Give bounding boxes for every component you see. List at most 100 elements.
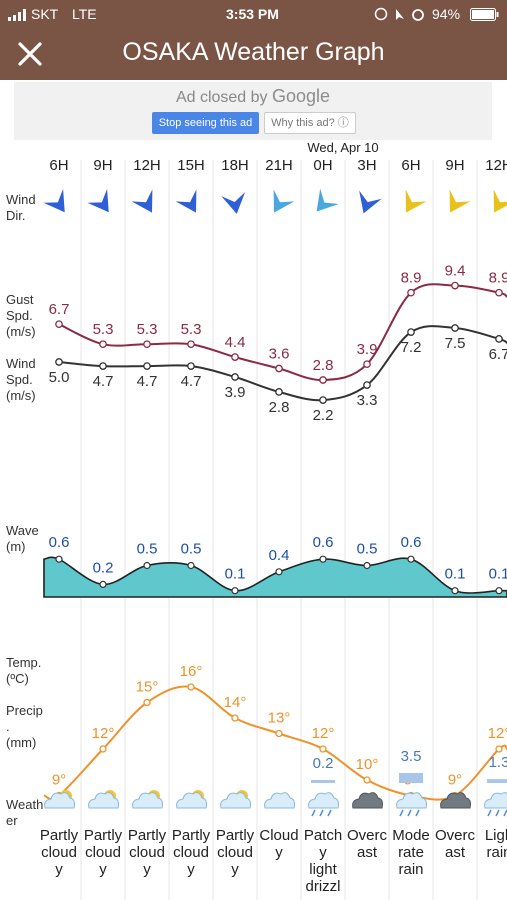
- wind-point: [363, 381, 371, 389]
- weather-text: ast: [445, 844, 466, 861]
- wind-point: [275, 388, 283, 396]
- wave-value: 0.2: [93, 559, 114, 576]
- weather-text: cloud: [41, 844, 77, 861]
- weather-text: light: [309, 861, 337, 878]
- weather-text: y: [143, 861, 151, 878]
- wind-speed-label: (m/s): [6, 388, 36, 403]
- status-icons: [374, 7, 424, 21]
- wind-arrow-blue-icon: [87, 188, 109, 213]
- weather-text: Cloud: [259, 827, 298, 844]
- wave-value: 0.5: [137, 541, 158, 558]
- app-bar: OSAKA Weather Graph: [0, 28, 507, 80]
- precip-bar: [487, 779, 507, 783]
- wind-arrow-blue-icon: [221, 192, 246, 214]
- hour-label: 12H: [485, 157, 507, 174]
- gust-point: [231, 353, 239, 361]
- ad-banner: Ad closed by Google Stop seeing this ad …: [14, 82, 492, 140]
- temp-point: [99, 745, 107, 753]
- weather-text: Partly: [216, 827, 255, 844]
- weather-text: Overc: [347, 827, 388, 844]
- gust-value: 5.3: [181, 321, 202, 338]
- wind-point: [407, 328, 415, 336]
- weather-text: Partly: [40, 827, 79, 844]
- network-type: LTE: [72, 6, 97, 22]
- hour-label: 3H: [357, 157, 376, 174]
- wave-value: 0.4: [269, 547, 290, 564]
- gust-point: [99, 340, 107, 349]
- wind-point: [231, 373, 239, 381]
- weather-graph: WindDir.GustSpd.(m/s)WindSpd.(m/s)Wave(m…: [6, 140, 507, 900]
- hour-label: 18H: [221, 157, 249, 174]
- wave-value: 0.5: [181, 541, 202, 558]
- wave-value: 0.6: [49, 534, 70, 551]
- temp-label: Temp.: [6, 655, 41, 670]
- rotation-lock-icon: [374, 7, 388, 21]
- weather-text: Ligh: [485, 827, 507, 844]
- weather-text: ast: [357, 844, 378, 861]
- temp-point: [143, 698, 151, 707]
- weather-text: Partly: [84, 827, 123, 844]
- wind-arrow-yellow-icon: [493, 189, 507, 213]
- weather-text: rain: [398, 861, 423, 878]
- precip-value: 1.3: [489, 754, 507, 771]
- weather-text: y: [55, 861, 63, 878]
- gust-point: [187, 340, 195, 349]
- gust-value: 5.3: [93, 321, 114, 338]
- gust-point: [143, 340, 151, 349]
- status-bar: SKT LTE 3:53 PM 94%: [0, 0, 507, 28]
- wave-value: 0.1: [489, 566, 507, 583]
- temp-value: 15°: [136, 679, 159, 696]
- wind-dir-label: Dir.: [6, 208, 26, 223]
- weather-text: cloud: [129, 844, 165, 861]
- precip-bar: [311, 780, 335, 783]
- wave-point: [231, 587, 239, 595]
- gust-point: [495, 288, 503, 297]
- hour-label: 9H: [445, 157, 464, 174]
- weather-text: Mode: [392, 827, 430, 844]
- patchy-drizzle-icon: [308, 792, 339, 817]
- wind-value: 6.7: [489, 346, 507, 363]
- wave-point: [143, 561, 151, 570]
- weather-text: y: [99, 861, 107, 878]
- cloudy-icon: [264, 792, 295, 809]
- close-icon[interactable]: [12, 36, 48, 72]
- temp-point: [495, 745, 503, 753]
- battery-icon: [470, 8, 499, 21]
- weather-text: rain: [486, 844, 507, 861]
- wind-value: 2.2: [313, 407, 334, 424]
- precip-label: (mm): [6, 735, 36, 750]
- wind-point: [99, 362, 107, 370]
- page-title: OSAKA Weather Graph: [122, 38, 385, 66]
- wind-value: 2.8: [269, 399, 290, 416]
- weather-text: cloud: [217, 844, 253, 861]
- wave-point: [495, 587, 503, 595]
- gust-speed-label: (m/s): [6, 324, 36, 339]
- wave-value: 0.6: [401, 534, 422, 551]
- precip-value: 3.5: [401, 748, 422, 765]
- wind-arrow-lightblue-icon: [273, 189, 295, 213]
- wind-speed-line: [58, 325, 507, 402]
- partly-cloudy-icon: [44, 790, 75, 809]
- gust-point: [451, 281, 459, 290]
- hour-label: 6H: [49, 157, 68, 174]
- stop-seeing-ad-button[interactable]: Stop seeing this ad: [152, 112, 259, 134]
- moderate-rain-icon: [396, 792, 427, 817]
- weather-text: Overc: [435, 827, 476, 844]
- wave-point: [407, 555, 415, 563]
- date-label: Wed, Apr 10: [307, 140, 378, 155]
- weather-text: Patch: [304, 827, 342, 844]
- wave-label: Wave: [6, 523, 39, 538]
- gust-point: [55, 320, 63, 329]
- temperature-line: [43, 685, 507, 801]
- wind-point: [319, 396, 327, 404]
- why-this-ad-button[interactable]: Why this ad? ⓘ: [264, 112, 356, 134]
- partly-cloudy-icon: [88, 790, 119, 809]
- partly-cloudy-icon: [220, 790, 251, 809]
- temp-point: [363, 776, 371, 784]
- gust-value: 8.9: [489, 270, 507, 287]
- wind-point: [55, 358, 63, 366]
- weather-label: er: [6, 813, 18, 828]
- wind-arrow-blue-icon: [43, 188, 65, 213]
- wind-value: 4.7: [181, 373, 202, 390]
- google-logo: Google: [272, 86, 331, 106]
